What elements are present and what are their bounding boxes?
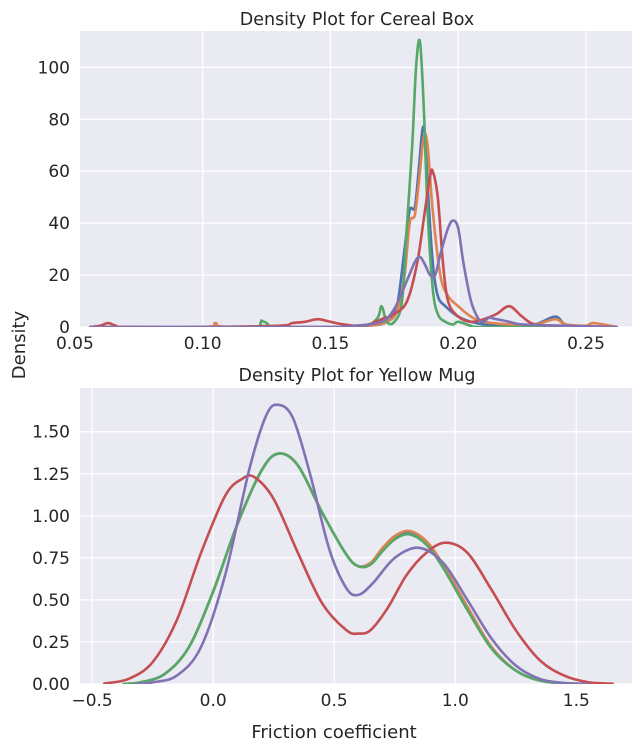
x-tick-label: 0.0 (200, 691, 227, 711)
x-tick-labels: −0.5 0.0 0.5 1.0 1.5 (71, 691, 589, 711)
series-line-3 (102, 474, 614, 684)
y-tick-label: 0.50 (32, 591, 70, 611)
series-line-2 (122, 452, 590, 684)
y-tick-label: 80 (48, 110, 70, 130)
x-axis-label: Friction coefficient (251, 722, 416, 743)
x-tick-label: 0.20 (439, 334, 477, 354)
x-tick-label: 0.25 (567, 334, 605, 354)
y-tick-label: 0.25 (32, 633, 70, 653)
series-line-4 (134, 403, 590, 684)
series-line-4 (88, 219, 618, 327)
x-tick-label: 1.5 (563, 691, 590, 711)
y-tick-label: 20 (48, 266, 70, 286)
chart-title: Density Plot for Yellow Mug (238, 366, 475, 386)
x-tick-label: 0.5 (321, 691, 348, 711)
series-group (102, 403, 614, 684)
y-tick-labels: 0.00 0.25 0.50 0.75 1.00 1.25 1.50 (32, 423, 70, 695)
plot-area (80, 31, 632, 327)
y-tick-label: 60 (48, 162, 70, 182)
grid (80, 388, 632, 685)
x-tick-label: −0.5 (71, 691, 112, 711)
y-tick-label: 0 (59, 318, 70, 338)
chart-title: Density Plot for Cereal Box (240, 10, 475, 30)
x-tick-labels: 0.05 0.10 0.15 0.20 0.25 (56, 334, 605, 354)
chart-yellow-mug: Density Plot for Yellow Mug −0.5 0.0 0.5 1.… (32, 366, 632, 711)
series-group (88, 38, 618, 327)
series-line-2 (88, 38, 618, 327)
y-tick-label: 1.00 (32, 507, 70, 527)
x-tick-label: 0.15 (312, 334, 350, 354)
y-tick-label: 1.50 (32, 423, 70, 443)
y-tick-labels: 0 20 40 60 80 100 (38, 58, 70, 338)
series-line-1 (88, 132, 618, 327)
y-tick-label: 40 (48, 214, 70, 234)
x-tick-label: 0.05 (56, 334, 94, 354)
plot-area (80, 388, 632, 684)
x-tick-label: 0.10 (184, 334, 222, 354)
x-tick-label: 1.0 (442, 691, 469, 711)
y-axis-label: Density (9, 310, 30, 379)
y-tick-label: 0.75 (32, 549, 70, 569)
y-tick-label: 0.00 (32, 675, 70, 695)
y-tick-label: 100 (38, 58, 70, 78)
y-tick-label: 1.25 (32, 465, 70, 485)
chart-cereal-box: Density Plot for Cereal Box 0.05 0.10 0.15… (38, 10, 632, 354)
